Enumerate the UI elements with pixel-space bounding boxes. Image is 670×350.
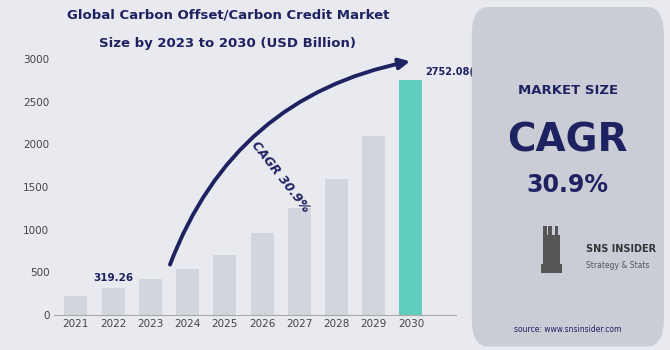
Text: Strategy & Stats: Strategy & Stats bbox=[586, 261, 650, 271]
Bar bbox=[102, 288, 125, 315]
FancyBboxPatch shape bbox=[472, 7, 664, 346]
Bar bbox=[251, 233, 273, 315]
Text: SNS INSIDER: SNS INSIDER bbox=[586, 244, 657, 253]
Bar bbox=[399, 80, 423, 315]
FancyBboxPatch shape bbox=[555, 226, 558, 234]
FancyBboxPatch shape bbox=[543, 234, 559, 266]
Text: 2752.08(BN): 2752.08(BN) bbox=[425, 67, 494, 77]
Bar bbox=[139, 279, 162, 315]
FancyBboxPatch shape bbox=[549, 226, 552, 234]
FancyBboxPatch shape bbox=[543, 226, 547, 234]
Bar bbox=[64, 296, 88, 315]
Bar bbox=[325, 178, 348, 315]
FancyBboxPatch shape bbox=[541, 264, 561, 273]
Text: source: www.snsinsider.com: source: www.snsinsider.com bbox=[514, 324, 622, 334]
Bar bbox=[362, 136, 385, 315]
Text: CAGR 30.9%: CAGR 30.9% bbox=[249, 139, 312, 215]
Bar bbox=[176, 269, 199, 315]
Text: Size by 2023 to 2030 (USD Billion): Size by 2023 to 2030 (USD Billion) bbox=[99, 37, 356, 50]
Text: 319.26: 319.26 bbox=[93, 273, 133, 283]
Text: CAGR: CAGR bbox=[508, 121, 628, 159]
Bar bbox=[213, 255, 237, 315]
Text: Global Carbon Offset/Carbon Credit Market: Global Carbon Offset/Carbon Credit Marke… bbox=[66, 9, 389, 22]
Bar bbox=[287, 208, 311, 315]
Text: MARKET SIZE: MARKET SIZE bbox=[518, 84, 618, 98]
Text: 30.9%: 30.9% bbox=[527, 174, 609, 197]
